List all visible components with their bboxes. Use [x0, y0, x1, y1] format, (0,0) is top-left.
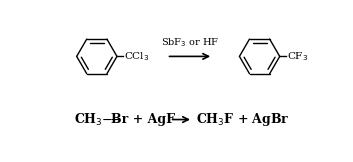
Text: CF$_3$: CF$_3$ — [287, 50, 308, 63]
Text: CH$_3$: CH$_3$ — [73, 111, 102, 128]
Text: CH$_3$F + AgBr: CH$_3$F + AgBr — [196, 111, 289, 128]
Text: SbF$_3$ or HF: SbF$_3$ or HF — [161, 36, 219, 49]
Text: Br + AgF: Br + AgF — [111, 113, 175, 126]
Text: CCl$_3$: CCl$_3$ — [124, 50, 149, 63]
Text: $-\!\!-$: $-\!\!-$ — [101, 113, 121, 126]
